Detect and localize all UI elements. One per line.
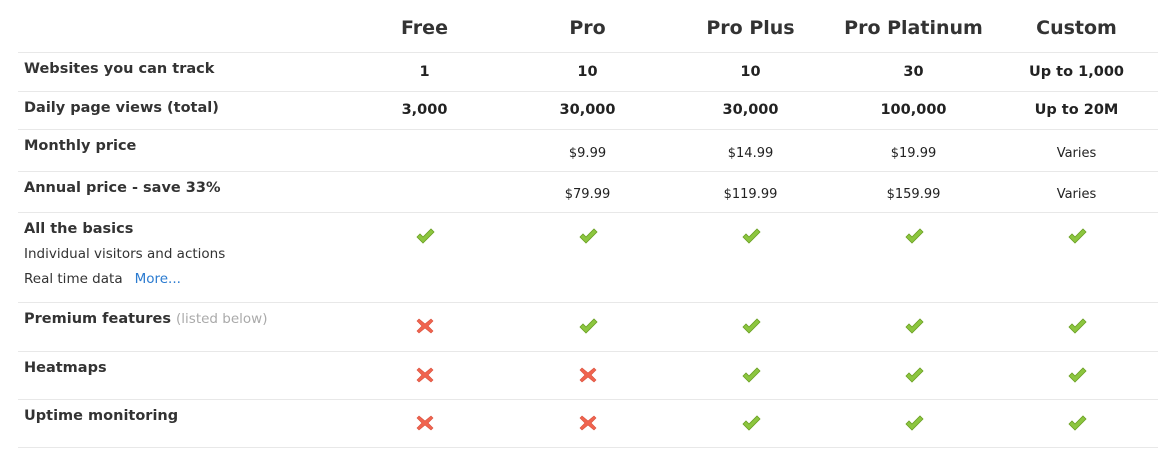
basics-label: All the basics [24, 220, 134, 237]
value-pro-platinum: 30 [832, 51, 995, 91]
value-custom: Varies [995, 128, 1158, 171]
check-icon [904, 317, 924, 334]
feature-label: Heatmaps [24, 359, 107, 376]
plan-header-pro-platinum: Pro Platinum [844, 16, 983, 39]
plan-header-pro-plus: Pro Plus [706, 16, 795, 39]
value-pro: 10 [506, 51, 669, 91]
check-icon [904, 414, 924, 431]
plan-header-row: Free Pro Pro Plus Pro Platinum Custom [18, 0, 1158, 52]
cross-icon [579, 415, 596, 430]
value-pro-plus [669, 211, 832, 302]
cross-icon [416, 367, 433, 382]
value-pro-plus: $14.99 [669, 128, 832, 171]
value-pro-platinum: $159.99 [832, 170, 995, 212]
check-icon [904, 227, 924, 244]
value-pro [506, 350, 669, 399]
value-pro-platinum: 100,000 [832, 90, 995, 129]
basics-line-2: Real time data More... [24, 271, 343, 287]
value-pro-plus [669, 398, 832, 448]
value-custom: Up to 1,000 [995, 51, 1158, 91]
value-pro [506, 301, 669, 351]
value-free [343, 350, 506, 399]
pricing-comparison-table: Free Pro Pro Plus Pro Platinum Custom We… [18, 0, 1158, 448]
plan-header-custom: Custom [1036, 16, 1117, 39]
value-pro: $9.99 [506, 128, 669, 171]
row-label: Uptime monitoring [18, 398, 343, 448]
value-custom [995, 301, 1158, 351]
value-pro [506, 398, 669, 448]
row-label: Annual price - save 33% [18, 170, 343, 212]
plan-header-free: Free [401, 16, 448, 39]
check-icon [741, 317, 761, 334]
table-row: Premium features (listed below) [18, 301, 1158, 351]
check-icon [1067, 414, 1087, 431]
value-free [343, 211, 506, 302]
value-pro-plus: $119.99 [669, 170, 832, 212]
check-icon [1067, 317, 1087, 334]
table-row-basics: All the basics Individual visitors and a… [18, 211, 1158, 302]
header-spacer [18, 0, 343, 52]
check-icon [1067, 366, 1087, 383]
basics-line-1: Individual visitors and actions [24, 245, 226, 262]
value-pro: 30,000 [506, 90, 669, 129]
check-icon [741, 366, 761, 383]
value-pro-plus [669, 350, 832, 399]
check-icon [904, 366, 924, 383]
feature-label: Premium features [24, 310, 171, 327]
value-pro-platinum: $19.99 [832, 128, 995, 171]
value-free [343, 128, 506, 171]
value-free: 1 [343, 51, 506, 91]
value-pro-platinum [832, 398, 995, 448]
value-custom: Varies [995, 170, 1158, 212]
feature-note: (listed below) [176, 310, 268, 327]
value-custom [995, 350, 1158, 399]
value-pro: $79.99 [506, 170, 669, 212]
cross-icon [416, 415, 433, 430]
value-free [343, 301, 506, 351]
basics-line-2-text: Real time data [24, 270, 123, 287]
row-label: Daily page views (total) [18, 90, 343, 129]
row-label: Premium features (listed below) [18, 301, 343, 351]
cross-icon [416, 318, 433, 333]
value-custom [995, 398, 1158, 448]
value-pro-platinum [832, 301, 995, 351]
value-custom [995, 211, 1158, 302]
table-row: Heatmaps [18, 350, 1158, 399]
table-row: Websites you can track 1 10 10 30 Up to 1,000 [18, 51, 1158, 91]
value-pro-platinum [832, 350, 995, 399]
value-pro-plus: 10 [669, 51, 832, 91]
check-icon [578, 227, 598, 244]
row-label: Heatmaps [18, 350, 343, 399]
check-icon [1067, 227, 1087, 244]
table-row: Annual price - save 33% $79.99 $119.99 $159… [18, 170, 1158, 212]
check-icon [741, 227, 761, 244]
check-icon [578, 317, 598, 334]
row-label: Websites you can track [18, 51, 343, 91]
value-pro-plus [669, 301, 832, 351]
feature-label: Uptime monitoring [24, 407, 179, 424]
value-pro-plus: 30,000 [669, 90, 832, 129]
plan-header-pro: Pro [569, 16, 606, 39]
table-row: Uptime monitoring [18, 398, 1158, 448]
more-link[interactable]: More... [134, 270, 181, 287]
row-label: All the basics Individual visitors and a… [18, 211, 343, 302]
value-pro [506, 211, 669, 302]
check-icon [741, 414, 761, 431]
check-icon [415, 227, 435, 244]
row-label: Monthly price [18, 128, 343, 171]
table-row: Daily page views (total) 3,000 30,000 30,00… [18, 90, 1158, 129]
value-free [343, 398, 506, 448]
cross-icon [579, 367, 596, 382]
value-free [343, 170, 506, 212]
value-pro-platinum [832, 211, 995, 302]
value-free: 3,000 [343, 90, 506, 129]
table-row: Monthly price $9.99 $14.99 $19.99 Varies [18, 128, 1158, 171]
value-custom: Up to 20M [995, 90, 1158, 129]
